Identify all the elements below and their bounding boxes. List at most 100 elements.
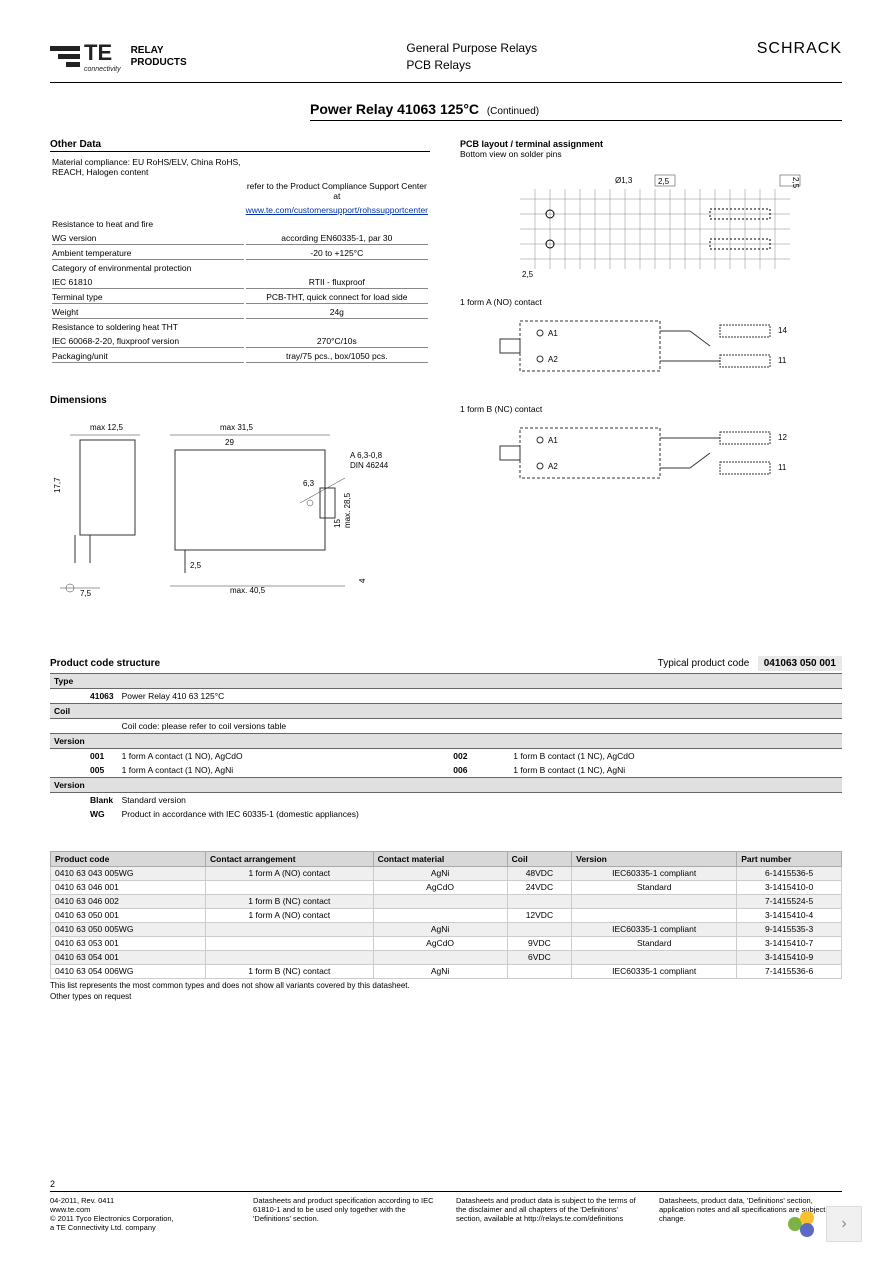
table-cell: 0410 63 050 001 [51, 908, 206, 922]
svg-text:15: 15 [333, 518, 342, 527]
svg-text:2,5: 2,5 [522, 270, 534, 279]
svg-text:11: 11 [778, 356, 787, 365]
upper-columns: Other Data Material compliance: EU RoHS/… [50, 139, 842, 618]
svg-text:max. 28,5: max. 28,5 [343, 492, 352, 528]
table-cell: 3-1415410-4 [737, 908, 842, 922]
other-data-table: Material compliance: EU RoHS/ELV, China … [50, 154, 430, 365]
spec-row: Terminal typePCB-THT, quick connect for … [52, 291, 428, 304]
table-cell: 9-1415535-3 [737, 922, 842, 936]
table-cell [373, 894, 507, 908]
footer-copy2: a TE Connectivity Ltd. company [50, 1223, 233, 1232]
table-header: Version [572, 851, 737, 866]
table-cell: 0410 63 043 005WG [51, 866, 206, 880]
table-row: 0410 63 050 0011 form A (NO) contact 12VD… [51, 908, 842, 922]
other-data-heading: Other Data [50, 139, 430, 152]
svg-text:A1: A1 [548, 329, 558, 338]
table-cell [572, 908, 737, 922]
relay-line2: PRODUCTS [131, 57, 187, 69]
pcs-table: Type41063Power Relay 410 63 125°CCoilCoi… [50, 673, 842, 821]
te-logo: TE connectivity [50, 40, 121, 73]
table-cell: 12VDC [507, 908, 572, 922]
table-cell: 1 form B (NC) contact [206, 964, 374, 978]
pcb-heading: PCB layout / terminal assignment [460, 139, 842, 149]
products-note1: This list represents the most common typ… [50, 981, 842, 990]
table-cell [572, 950, 737, 964]
table-cell [507, 922, 572, 936]
table-cell [373, 908, 507, 922]
table-cell: Standard [572, 936, 737, 950]
footer: 2 04-2011, Rev. 0411 www.te.com © 2011 T… [50, 1179, 842, 1232]
products-note2: Other types on request [50, 992, 842, 1001]
pcs-row: 41063Power Relay 410 63 125°C [50, 688, 842, 703]
svg-text:2,5: 2,5 [658, 177, 670, 186]
title-continued: (Continued) [487, 106, 539, 117]
products-table: Product codeContact arrangementContact m… [50, 851, 842, 979]
dimensions-svg: max 12,5 17,7 7,5 max 31,5 29 A 6,3-0,8 [50, 418, 430, 618]
table-cell [206, 922, 374, 936]
table-cell: 3-1415410-0 [737, 880, 842, 894]
table-cell: 0410 63 046 001 [51, 880, 206, 894]
table-cell: 7-1415524-5 [737, 894, 842, 908]
logo-sub: connectivity [84, 66, 121, 73]
table-row: 0410 63 046 001 AgCdO24VDCStandard3-14154… [51, 880, 842, 894]
footer-rev: 04-2011, Rev. 0411 [50, 1196, 233, 1205]
spec-row: Resistance to heat and fire [52, 218, 428, 230]
page-number: 2 [50, 1179, 842, 1189]
relay-products-label: RELAY PRODUCTS [131, 45, 187, 69]
next-page-button[interactable]: › [826, 1206, 862, 1242]
pcs-row: 0011 form A contact (1 NO), AgCdO0021 fo… [50, 748, 842, 763]
brand-label: SCHRACK [757, 40, 842, 58]
table-header: Contact arrangement [206, 851, 374, 866]
table-cell: 3-1415410-9 [737, 950, 842, 964]
pcs-row: Coil code: please refer to coil versions… [50, 718, 842, 733]
table-row: 0410 63 054 0016VDC3-1415410-9 [51, 950, 842, 964]
table-cell: 3-1415410-7 [737, 936, 842, 950]
header-category: General Purpose Relays PCB Relays [406, 40, 537, 74]
svg-text:7,5: 7,5 [80, 589, 92, 598]
table-row: 0410 63 046 0021 form B (NC) contact 7-14… [51, 894, 842, 908]
table-cell: IEC60335-1 compliant [572, 964, 737, 978]
table-cell: 0410 63 046 002 [51, 894, 206, 908]
viewer-logo-icon [784, 1206, 820, 1242]
table-cell: 7-1415536-6 [737, 964, 842, 978]
spec-row: Ambient temperature-20 to +125°C [52, 247, 428, 260]
svg-text:A 6,3-0,8: A 6,3-0,8 [350, 451, 383, 460]
table-cell: AgCdO [373, 880, 507, 894]
pcs-row: BlankStandard version [50, 792, 842, 807]
table-cell: Standard [572, 880, 737, 894]
formA-svg: A1 A2 14 11 [460, 311, 810, 386]
pcs-heading: Product code structure [50, 658, 160, 669]
pcs-section-head: Version [50, 777, 842, 792]
spec-row: refer to the Product Compliance Support … [52, 180, 428, 202]
table-cell: AgNi [373, 964, 507, 978]
table-cell: AgCdO [373, 936, 507, 950]
te-bars-icon [50, 46, 80, 67]
spec-row: www.te.com/customersupport/rohssupportce… [52, 204, 428, 216]
spec-row: Category of environmental protection [52, 262, 428, 274]
nav-widget: › [784, 1206, 862, 1242]
formB-svg: A1 A2 12 11 [460, 418, 810, 493]
table-cell [206, 936, 374, 950]
header-divider [50, 82, 842, 83]
table-cell: 1 form A (NO) contact [206, 866, 374, 880]
header: TE connectivity RELAY PRODUCTS General P… [50, 40, 842, 74]
table-cell [507, 964, 572, 978]
spec-row: IEC 60068-2-20, fluxproof version270°C/1… [52, 335, 428, 348]
table-cell: 1 form B (NC) contact [206, 894, 374, 908]
pcb-grid-svg: Ø1,3 2,5 2,5 2,5 [460, 169, 810, 279]
table-cell: 24VDC [507, 880, 572, 894]
formB-label: 1 form B (NC) contact [460, 404, 842, 414]
table-cell: AgNi [373, 866, 507, 880]
table-row: 0410 63 053 001AgCdO9VDCStandard3-141541… [51, 936, 842, 950]
footer-url: www.te.com [50, 1205, 233, 1214]
footer-copy1: © 2011 Tyco Electronics Corporation, [50, 1214, 233, 1223]
svg-text:Ø1,3: Ø1,3 [615, 176, 633, 185]
table-cell: 0410 63 054 006WG [51, 964, 206, 978]
table-row: 0410 63 043 005WG1 form A (NO) contactAg… [51, 866, 842, 880]
svg-text:4: 4 [358, 578, 367, 583]
table-cell: 1 form A (NO) contact [206, 908, 374, 922]
svg-text:max. 40,5: max. 40,5 [230, 586, 266, 595]
pcs-section-head: Version [50, 733, 842, 748]
table-cell: AgNi [373, 922, 507, 936]
svg-text:max 12,5: max 12,5 [90, 423, 123, 432]
